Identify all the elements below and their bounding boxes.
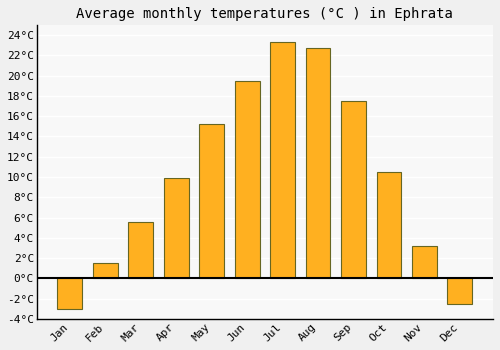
Bar (270, 42, 295, 278)
Bar (306, 48, 330, 278)
Bar (341, 101, 366, 278)
Bar (448, 278, 472, 304)
Bar (200, 124, 224, 278)
Title: Average monthly temperatures (°C ) in Ephrata: Average monthly temperatures (°C ) in Ep… (76, 7, 454, 21)
Bar (164, 178, 188, 278)
Bar (93, 263, 118, 278)
Bar (376, 172, 402, 278)
Bar (412, 246, 437, 278)
Bar (235, 80, 260, 278)
Bar (128, 222, 153, 278)
Bar (58, 278, 82, 309)
